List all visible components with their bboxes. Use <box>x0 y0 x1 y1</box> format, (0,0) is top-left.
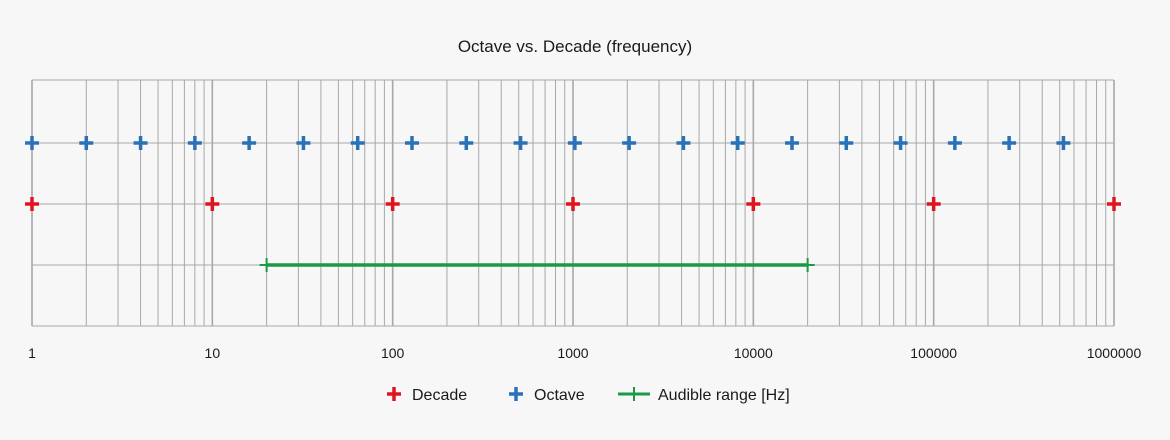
audible-range-hz-point <box>259 258 274 272</box>
octave-point <box>25 136 39 150</box>
octave-point <box>1056 136 1071 150</box>
octave-point <box>350 136 365 150</box>
octave-point <box>1002 136 1017 150</box>
decade-point <box>205 197 220 211</box>
decade-point <box>1107 197 1121 211</box>
decade-point <box>926 197 941 211</box>
x-tick-labels: 1 10 100 1000 10000 100000 1000000 <box>28 345 1141 361</box>
octave-point <box>785 136 800 150</box>
x-tick-label: 10000 <box>734 345 773 361</box>
octave-point <box>187 136 202 150</box>
legend-item: Octave <box>509 387 585 404</box>
octave-point <box>296 136 311 150</box>
decade-point <box>25 197 39 211</box>
plot-marks <box>25 136 1121 272</box>
octave-point <box>513 136 528 150</box>
chart-title: Octave vs. Decade (frequency) <box>458 37 692 56</box>
octave-point <box>676 136 691 150</box>
x-tick-label: 1 <box>28 345 36 361</box>
octave-point <box>242 136 257 150</box>
x-tick-label: 1000 <box>557 345 588 361</box>
octave-point <box>947 136 962 150</box>
x-tick-label: 10 <box>205 345 221 361</box>
legend-label: Decade <box>412 387 467 404</box>
decade-point <box>385 197 400 211</box>
legend-label: Audible range [Hz] <box>658 387 790 404</box>
octave-point <box>459 136 474 150</box>
octave-point <box>79 136 94 150</box>
legend: Decade Octave Audible range [Hz] <box>387 387 790 404</box>
x-tick-label: 100000 <box>910 345 957 361</box>
grid <box>31 79 1115 327</box>
legend-label: Octave <box>534 387 585 404</box>
audible-range-hz-point <box>800 258 815 272</box>
x-tick-label: 100 <box>381 345 405 361</box>
octave-point <box>133 136 148 150</box>
decade-point <box>746 197 761 211</box>
octave-point <box>839 136 854 150</box>
x-tick-label: 1000000 <box>1087 345 1142 361</box>
legend-item: Audible range [Hz] <box>618 387 790 404</box>
decade-point <box>566 197 580 211</box>
legend-item: Decade <box>387 387 467 404</box>
octave-point <box>567 136 582 150</box>
octave-point <box>730 136 745 150</box>
octave-point <box>622 136 637 150</box>
octave-point <box>893 136 908 150</box>
octave-point <box>405 136 420 150</box>
